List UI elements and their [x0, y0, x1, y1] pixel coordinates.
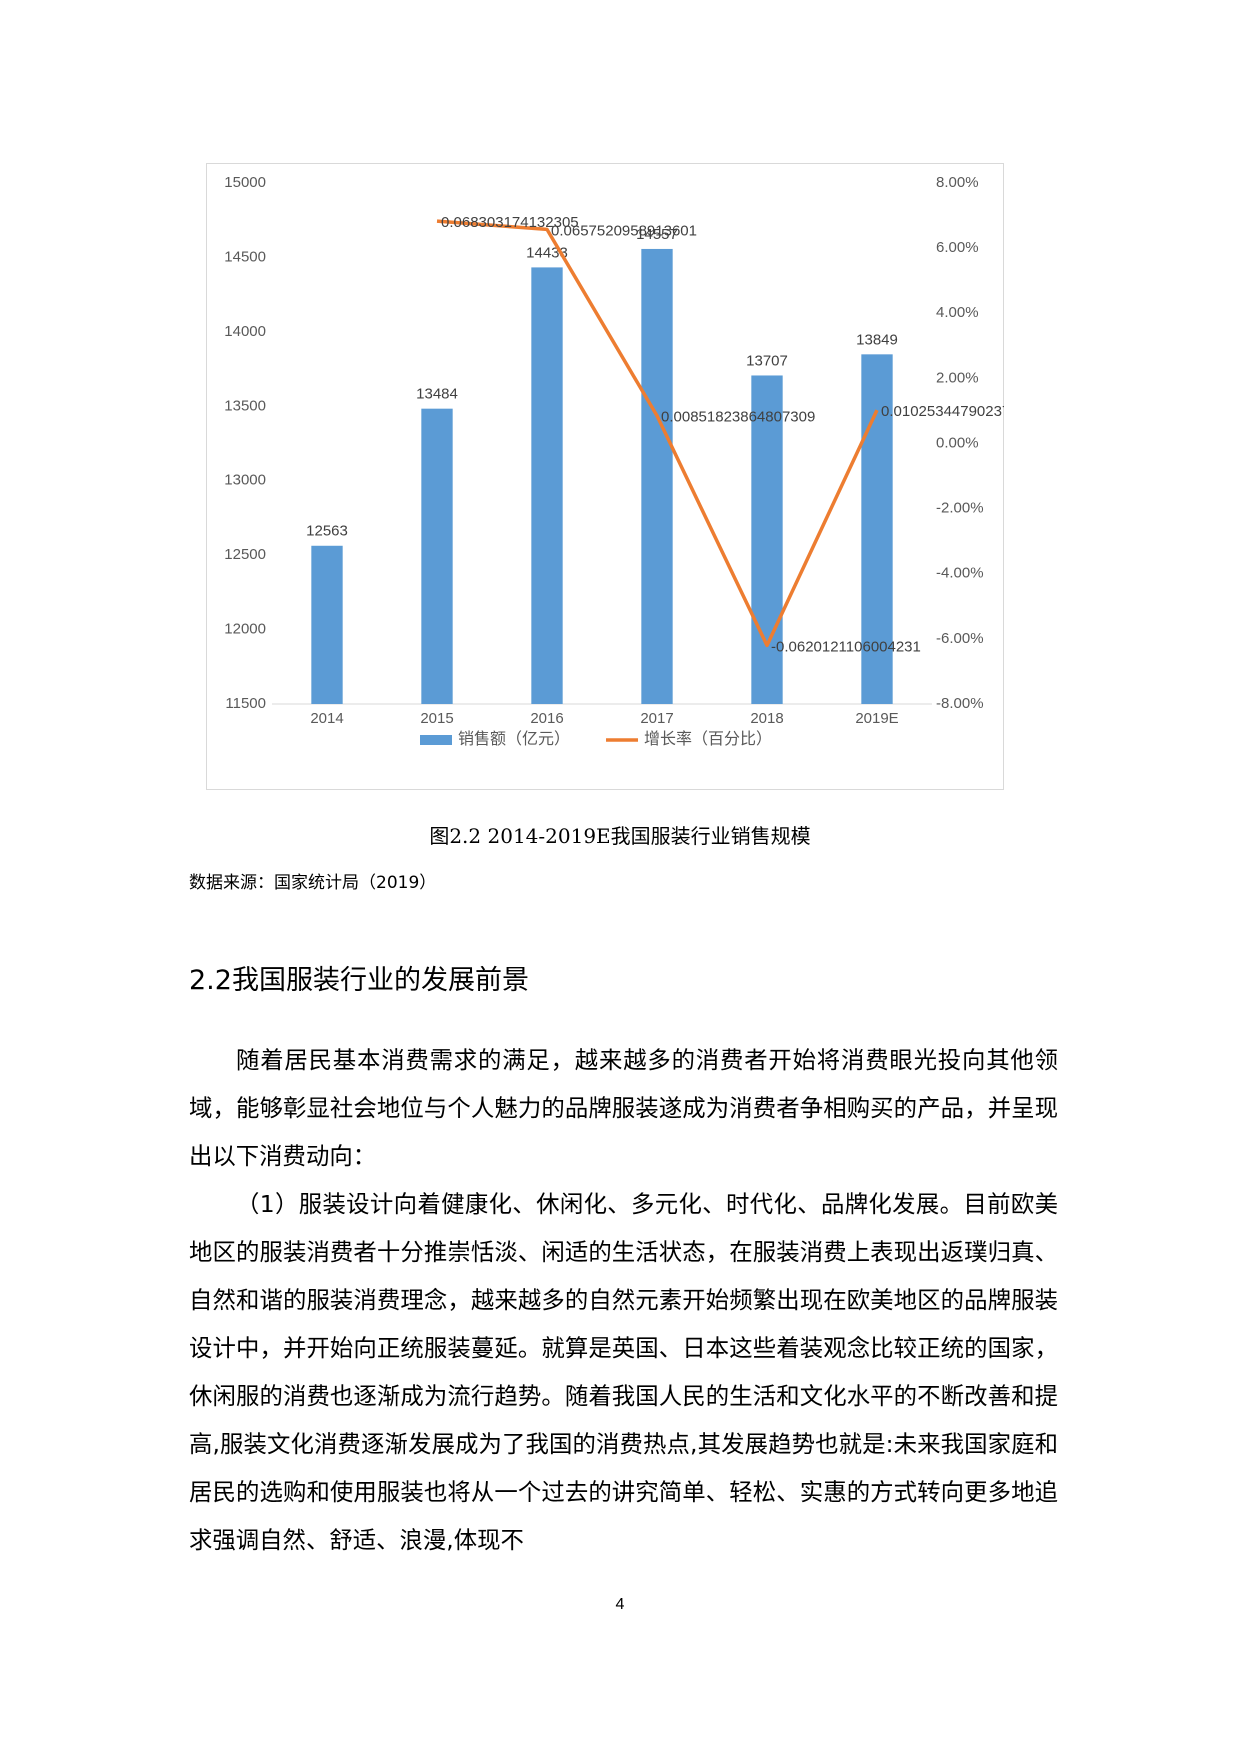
bar [311, 545, 343, 704]
bar [531, 267, 563, 704]
page-number: 4 [615, 1596, 625, 1613]
data-label: -0.0620121106004231 [771, 638, 921, 655]
data-label: 13707 [746, 352, 788, 369]
y-tick-label: 14000 [224, 323, 266, 340]
figure-caption: 图2.2 2014-2019E我国服装行业销售规模 [429, 824, 811, 848]
data-label: 0.0657520958913601 [551, 222, 697, 239]
line [436, 219, 879, 648]
section-heading: 2.2我国服装行业的发展前景 [189, 965, 529, 996]
y2-tick-label: 6.00% [936, 239, 979, 256]
y2-tick-label: -2.00% [936, 500, 984, 517]
y-tick-label: 12000 [224, 621, 266, 638]
data-label: 0.00851823864807309 [661, 409, 815, 426]
data-source: 数据来源：国家统计局（2019） [189, 873, 437, 893]
y-tick-label: 14500 [224, 248, 266, 265]
data-label: 0.068303174132305 [441, 214, 579, 231]
y-tick-label: 11500 [225, 695, 266, 712]
x-tick-label: 2017 [640, 710, 673, 727]
y2-tick-label: -6.00% [936, 630, 984, 647]
chart: 11500 12000 12500 13000 13500 14000 14500 15000… [206, 163, 1004, 790]
bar [751, 375, 783, 704]
y2-tick-label: 8.00% [936, 174, 979, 191]
y2-tick-label: 0.00% [936, 434, 979, 451]
bar [641, 248, 673, 704]
bar [421, 408, 453, 704]
data-label: 14557 [636, 226, 678, 243]
y-tick-label: 13500 [224, 397, 266, 414]
data-label: 13849 [856, 331, 898, 348]
y-tick-label: 12500 [224, 546, 266, 563]
x-tick-label: 2015 [420, 710, 453, 727]
x-tick-label: 2019E [855, 710, 898, 727]
y2-tick-label: 2.00% [936, 369, 979, 386]
legend-label: 销售额（亿元） [458, 730, 570, 748]
y-tick-label: 13000 [224, 472, 266, 489]
y2-tick-label: 4.00% [936, 304, 979, 321]
data-label: 0.0102534479023756 [881, 403, 1004, 420]
paragraph: 随着居民基本消费需求的满足，越来越多的消费者开始将消费眼光投向其他领域，能够彰显… [189, 1046, 1058, 1170]
legend-label: 增长率（百分比） [644, 730, 772, 748]
data-label: 13484 [416, 386, 458, 403]
y-tick-label: 15000 [224, 174, 266, 191]
data-label: 12563 [306, 523, 348, 540]
y2-tick-label: -8.00% [936, 695, 984, 712]
paragraph: （1）服装设计向着健康化、休闲化、多元化、时代化、品牌化发展。目前欧美地区的服装… [189, 1190, 1058, 1554]
x-tick-label: 2014 [310, 710, 343, 727]
x-tick-label: 2018 [750, 710, 783, 727]
legend-swatch [420, 735, 452, 745]
x-tick-label: 2016 [530, 710, 563, 727]
y2-tick-label: -4.00% [936, 565, 984, 582]
